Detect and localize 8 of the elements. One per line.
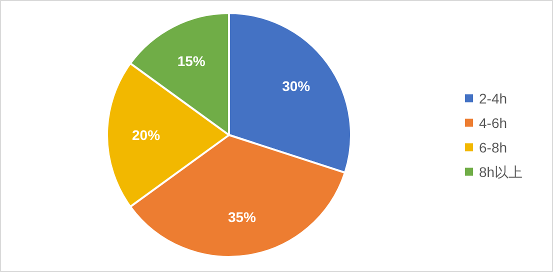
data-label: 30% bbox=[282, 78, 311, 94]
data-label: 35% bbox=[228, 208, 257, 225]
data-label: 15% bbox=[177, 53, 206, 70]
legend-label: 6-8h bbox=[479, 139, 508, 156]
legend-label: 4-6h bbox=[479, 114, 508, 131]
data-label: 20% bbox=[132, 127, 161, 143]
legend-label: 2-4h bbox=[479, 90, 508, 106]
legend-label: 8h以上 bbox=[479, 164, 523, 180]
